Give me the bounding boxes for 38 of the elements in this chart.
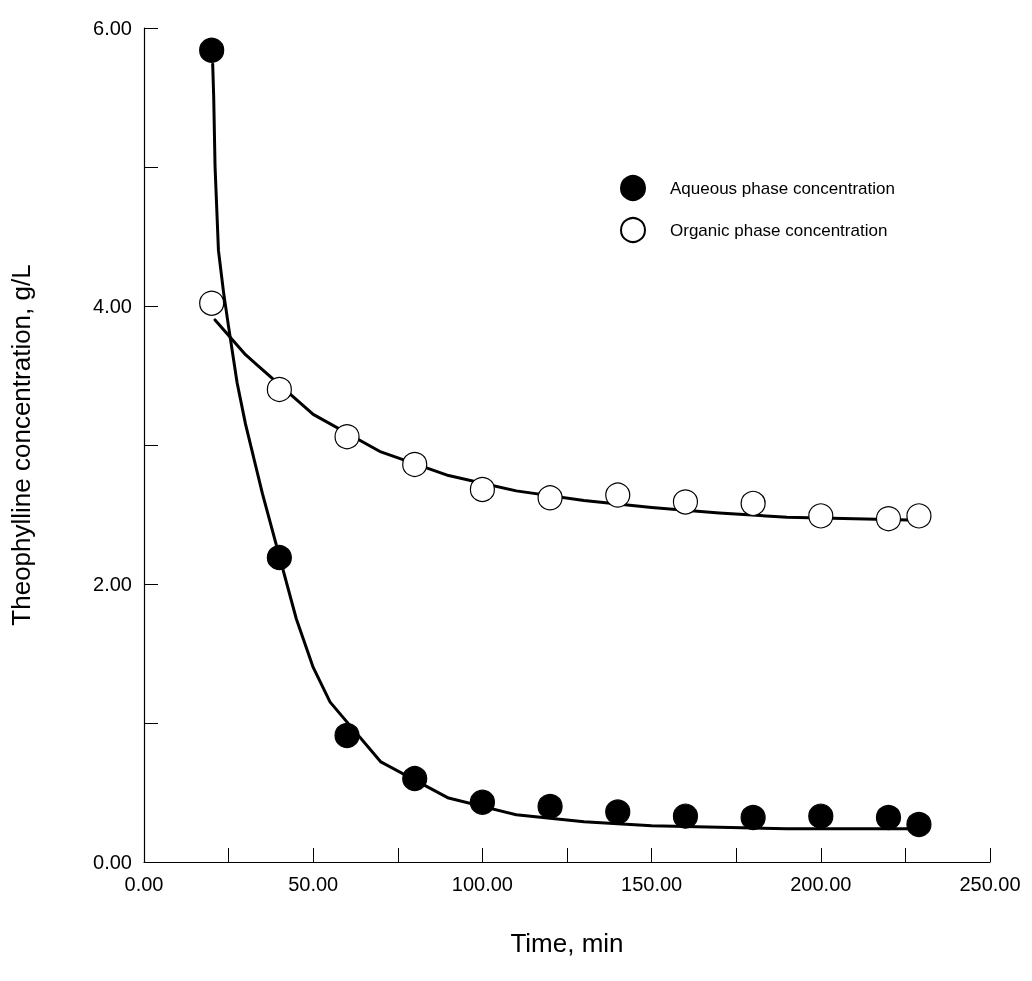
point <box>469 476 495 503</box>
y-axis-title: Theophylline concentration, g/L <box>6 264 36 626</box>
y-tick-label: 4.00 <box>93 295 132 317</box>
point <box>740 804 766 831</box>
point <box>906 811 932 838</box>
legend-label: Organic phase concentration <box>670 220 888 240</box>
point <box>875 804 902 831</box>
point <box>906 503 932 529</box>
legend-label: Aqueous phase concentration <box>670 178 895 198</box>
point <box>740 490 766 516</box>
x-tick-label: 50.00 <box>288 873 339 895</box>
point <box>605 482 631 508</box>
x-tick-label: 250.00 <box>959 873 1021 895</box>
point <box>672 803 699 829</box>
x-axis-title: Time, min <box>510 928 624 958</box>
point <box>402 451 428 478</box>
point <box>808 503 834 529</box>
y-tick-label: 6.00 <box>93 17 132 39</box>
point <box>266 545 292 571</box>
point <box>808 803 834 829</box>
x-tick-label: 150.00 <box>621 873 683 895</box>
point <box>334 722 360 749</box>
x-tick-label: 200.00 <box>790 873 852 895</box>
point <box>605 799 631 825</box>
y-tick-label: 0.00 <box>93 851 132 873</box>
x-tick-label: 0.00 <box>124 873 164 895</box>
point <box>266 376 292 402</box>
point <box>672 489 699 515</box>
x-tick-label: 100.00 <box>451 873 513 895</box>
point <box>537 485 563 511</box>
point <box>334 424 360 450</box>
point <box>537 793 563 819</box>
point <box>875 506 902 532</box>
point <box>199 37 225 63</box>
point <box>469 789 495 815</box>
y-tick-label: 2.00 <box>93 573 132 595</box>
point <box>199 290 225 316</box>
point <box>402 766 428 792</box>
